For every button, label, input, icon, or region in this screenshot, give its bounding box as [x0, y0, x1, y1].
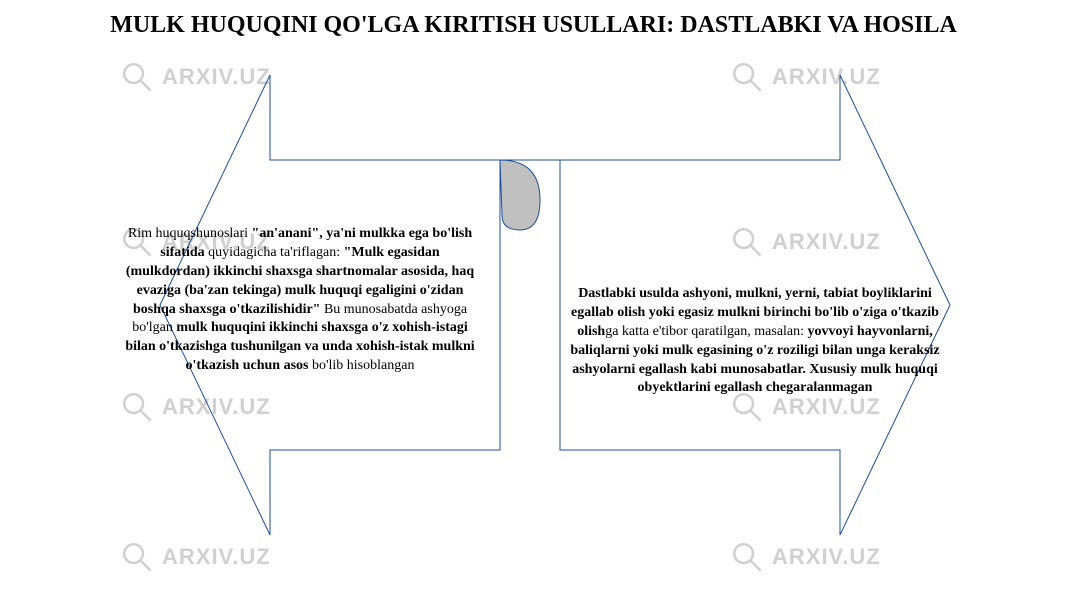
arrow-diagram: Rim huquqshunoslari "an'anani", ya'ni mu…: [70, 55, 1010, 555]
text-span: bo'lib hisoblangan: [312, 358, 414, 373]
left-arrow-text: Rim huquqshunoslari "an'anani", ya'ni mu…: [120, 225, 480, 376]
text-span-bold: mulk huquqini ikkinchi shaxsga o'z xohis…: [125, 320, 474, 373]
text-span: Rim huquqshunoslari: [128, 226, 252, 241]
page-title: MULK HUQUQINI QO'LGA KIRITISH USULLARI: …: [0, 0, 1067, 47]
right-arrow-text: Dastlabki usulda ashyoni, mulkni, yerni,…: [570, 285, 940, 398]
text-span: quyidagicha ta'riflagan:: [208, 245, 343, 260]
page-curl: [500, 160, 540, 230]
text-span: ga katta e'tibor qaratilgan, masalan:: [605, 324, 807, 339]
